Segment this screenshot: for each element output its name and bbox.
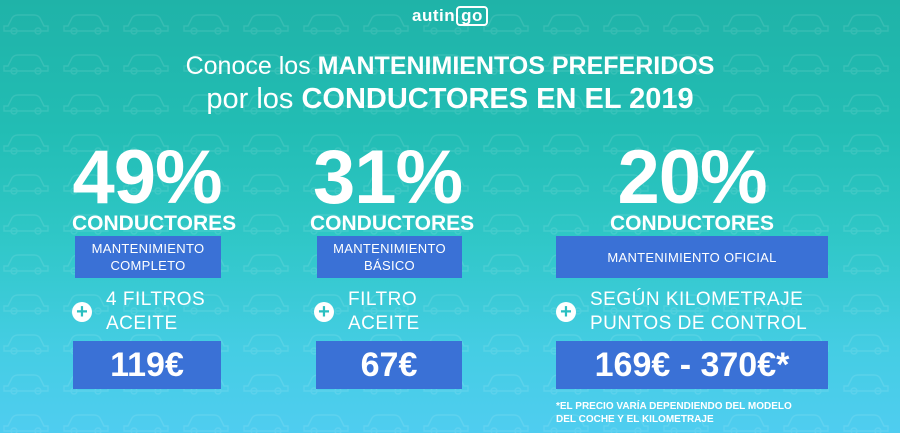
includes-basic: + FILTRO ACEITE [314,288,420,336]
headline-line-2-bold: CONDUCTORES EN EL 2019 [301,83,694,115]
stat-label: CONDUCTORES [609,212,775,235]
footnote: *EL PRECIO VARÍA DEPENDIENDO DEL MODELO … [556,400,856,426]
brand-logo-text: autin [412,6,456,25]
includes-line-2: ACEITE [106,313,178,334]
includes-line-2: PUNTOS DE CONTROL [590,313,808,334]
includes-line-1: 4 FILTROS [106,289,206,310]
brand-logo-boxed-text: go [456,6,488,26]
stat-column-official: 20% CONDUCTORES [556,140,828,236]
plan-badge-basic: MANTENIMIENTO BÁSICO [317,236,462,278]
brand-logo: autin go [0,6,900,26]
stat-label: CONDUCTORES [72,212,237,235]
footnote-line-2: DEL COCHE Y EL KILOMETRAJE [556,414,714,425]
price-badge-complete: 119€ [73,341,221,389]
plus-icon: + [314,302,334,322]
stat-percent: 49% [72,135,222,220]
plan-badge-complete: MANTENIMIENTO COMPLETO [75,236,221,278]
includes-line-2: ACEITE [348,313,420,334]
stat-percent: 31% [312,135,463,220]
price-badge-official: 169€ - 370€* [556,341,828,389]
headline-line-2: por los CONDUCTORES EN EL 2019 [0,83,900,116]
plus-icon: + [72,302,92,322]
headline-line-1: Conoce los MANTENIMIENTOS PREFERIDOS [0,52,900,81]
plan-badge-line-1: MANTENIMIENTO [91,241,205,256]
stat-column-basic: 31% CONDUCTORES [310,135,475,236]
stat-label: CONDUCTORES [310,212,475,235]
plan-badge-line-2: COMPLETO [110,258,186,273]
plan-badge-line-1: MANTENIMIENTO [333,241,446,256]
includes-line-1: SEGÚN KILOMETRAJE [590,289,804,310]
plan-badge-line-1: MANTENIMIENTO OFICIAL [607,249,777,265]
plan-badge-official: MANTENIMIENTO OFICIAL [556,236,828,278]
includes-official: + SEGÚN KILOMETRAJE PUNTOS DE CONTROL [556,288,807,336]
stat-percent: 20% [617,135,767,220]
plan-badge-line-2: BÁSICO [364,258,415,273]
headline-line-1-normal: Conoce los [185,52,318,80]
stat-column-complete: 49% CONDUCTORES [72,135,237,236]
plus-icon: + [556,302,576,322]
headline-line-2-normal: por los [206,83,302,115]
includes-line-1: FILTRO [348,289,418,310]
footnote-line-1: *EL PRECIO VARÍA DEPENDIENDO DEL MODELO [556,401,792,412]
headline-line-1-bold: MANTENIMIENTOS PREFERIDOS [317,52,715,80]
includes-complete: + 4 FILTROS ACEITE [72,288,205,336]
price-badge-basic: 67€ [316,341,462,389]
